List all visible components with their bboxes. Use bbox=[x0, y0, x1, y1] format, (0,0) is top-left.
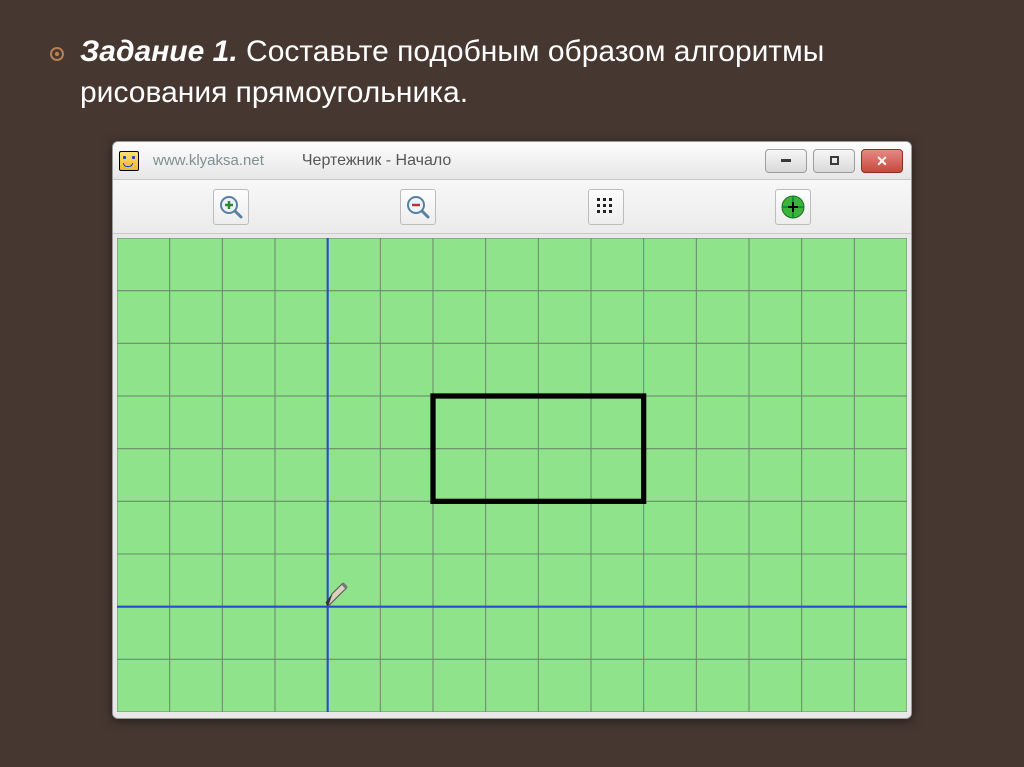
zoom-in-icon bbox=[218, 194, 244, 220]
grid-button[interactable] bbox=[588, 189, 624, 225]
plot-canvas bbox=[117, 238, 907, 712]
titlebar: www.klyaksa.net Чертежник - Начало ✕ bbox=[113, 142, 911, 180]
home-button[interactable] bbox=[775, 189, 811, 225]
toolbar bbox=[113, 180, 911, 234]
task-title: Задание 1. bbox=[80, 35, 238, 68]
home-icon bbox=[780, 194, 806, 220]
maximize-button[interactable] bbox=[813, 149, 855, 173]
window-controls: ✕ bbox=[765, 149, 903, 173]
grid-icon bbox=[595, 196, 617, 218]
zoom-out-icon bbox=[405, 194, 431, 220]
task-text-block: Задание 1. Составьте подобным образом ал… bbox=[50, 32, 974, 113]
canvas-area bbox=[113, 234, 911, 718]
minimize-button[interactable] bbox=[765, 149, 807, 173]
zoom-out-button[interactable] bbox=[400, 189, 436, 225]
close-button[interactable]: ✕ bbox=[861, 149, 903, 173]
window-url: www.klyaksa.net bbox=[153, 152, 264, 169]
bullet-icon bbox=[50, 47, 64, 61]
window-title: Чертежник - Начало bbox=[302, 152, 753, 170]
zoom-in-button[interactable] bbox=[213, 189, 249, 225]
slide-container: Задание 1. Составьте подобным образом ал… bbox=[0, 0, 1024, 767]
app-window: www.klyaksa.net Чертежник - Начало ✕ bbox=[112, 141, 912, 719]
app-icon bbox=[119, 151, 139, 171]
